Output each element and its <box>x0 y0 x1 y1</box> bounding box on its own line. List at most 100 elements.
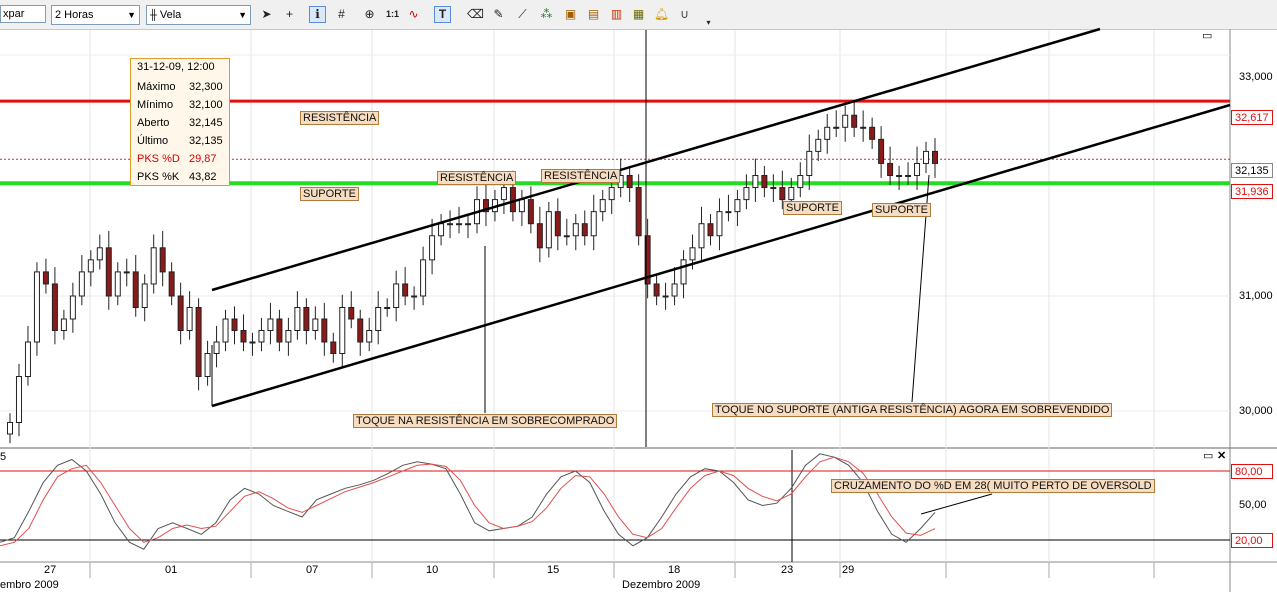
candle-body <box>671 283 678 297</box>
candle-body <box>384 307 391 309</box>
candle-body <box>231 318 238 331</box>
info-key: Máximo <box>137 81 176 93</box>
alert-bell-icon[interactable]: 🔔︎ <box>653 7 670 21</box>
close-icon[interactable]: ✕ <box>1217 450 1227 462</box>
layout-icon[interactable]: ▤ <box>587 7 600 21</box>
stoch-oversold-label: 20,00 <box>1231 533 1273 548</box>
info-date: 31-12-09, 12:00 <box>137 61 215 73</box>
candle-body <box>204 353 211 377</box>
x-tick-label: 15 <box>547 564 560 576</box>
candle-body <box>186 307 193 331</box>
symbol-input[interactable]: xpar <box>0 5 46 23</box>
candle-body <box>123 271 130 274</box>
indicator-icon[interactable]: ∿ <box>408 7 419 21</box>
support-label[interactable]: SUPORTE <box>783 201 842 215</box>
candle-body <box>420 259 427 297</box>
candle-body <box>896 175 903 177</box>
x-tick-label: 18 <box>668 564 681 576</box>
candle-body <box>482 199 489 213</box>
crossover-note[interactable]: CRUZAMENTO DO %D EM 28( MUITO PERTO DE O… <box>831 479 1155 493</box>
candle-body <box>851 114 858 128</box>
x-tick-label: 29 <box>842 564 855 576</box>
maximize-icon[interactable]: ▭ <box>1202 30 1213 42</box>
chart-style-select[interactable]: ╫ Vela ▼ <box>146 5 251 25</box>
data-info-box: 31-12-09, 12:00 Máximo 32,300 Mínimo 32,10… <box>130 58 230 186</box>
candle-body <box>285 330 292 343</box>
channel-upper-line <box>211 27 1101 292</box>
candle-body <box>770 187 777 190</box>
support-label[interactable]: SUPORTE <box>300 187 359 201</box>
template-icon[interactable]: ▣ <box>564 7 577 21</box>
more-icon[interactable]: ▾ <box>706 18 711 27</box>
candle-body <box>500 187 507 201</box>
month-label: embro 2009 <box>0 579 59 591</box>
candle-body <box>141 283 148 309</box>
candle-body <box>545 211 552 249</box>
magnet-icon[interactable]: ∪ <box>680 7 689 21</box>
resistance-touch-note[interactable]: TOQUE NA RESISTÊNCIA EM SOBRECOMPRADO <box>353 414 618 428</box>
candle-body <box>33 271 40 343</box>
eraser-icon[interactable]: ⌫ <box>467 7 484 21</box>
candle-body <box>51 283 58 332</box>
pointer-icon[interactable]: ➤ <box>261 7 272 21</box>
info-key: Último <box>137 135 169 147</box>
candle-body <box>78 271 85 297</box>
info-value: 32,100 <box>189 99 223 111</box>
candle-body <box>168 271 175 297</box>
candle-body <box>105 247 112 297</box>
candle-body <box>869 126 876 140</box>
candle-body <box>554 211 561 237</box>
scale-icon[interactable]: ▦ <box>632 7 645 21</box>
info-icon[interactable]: ℹ <box>309 6 326 23</box>
candle-body <box>824 126 831 140</box>
zoom-icon[interactable]: ⊕ <box>364 7 375 21</box>
stoch-tick-label: 50,00 <box>1239 499 1267 511</box>
candle-body <box>240 330 247 343</box>
draw-icon[interactable]: ✎ <box>493 7 504 21</box>
resistance-label[interactable]: RESISTÊNCIA <box>437 171 517 185</box>
x-tick-label: 01 <box>165 564 178 576</box>
candle-body <box>177 295 184 331</box>
interval-select[interactable]: 2 Horas ▼ <box>51 5 140 25</box>
text-tool-icon[interactable]: T <box>434 6 451 23</box>
zoom-reset-button[interactable]: 1:1 <box>385 9 399 19</box>
candle-body <box>788 187 795 201</box>
candle-body <box>923 150 930 164</box>
compare-icon[interactable]: ▥ <box>610 7 623 21</box>
crosshair-icon[interactable]: + <box>285 7 293 21</box>
candle-body <box>357 318 364 343</box>
candle-body <box>662 295 669 298</box>
candle-body <box>258 330 265 343</box>
info-value: 32,145 <box>189 117 223 129</box>
info-row-high: Máximo 32,300 <box>137 79 227 95</box>
candle-body <box>213 341 220 354</box>
candle-body <box>249 341 256 344</box>
candle-body <box>905 175 912 177</box>
info-value: 32,300 <box>189 81 223 93</box>
candle-body <box>509 187 516 213</box>
resistance-label[interactable]: RESISTÊNCIA <box>541 169 621 183</box>
maximize-icon[interactable]: ▭ <box>1203 450 1214 462</box>
candle-body <box>87 259 94 273</box>
candle-body <box>725 211 732 214</box>
line-tool-icon[interactable]: ⟋ <box>518 7 527 21</box>
support-label[interactable]: SUPORTE <box>872 203 931 217</box>
stoch-k-series <box>0 453 936 550</box>
interval-value: 2 Horas <box>55 9 94 21</box>
candle-body <box>887 162 894 176</box>
candle-style-icon: ╫ <box>150 10 160 21</box>
grid-icon[interactable]: # <box>338 7 345 21</box>
resistance-label[interactable]: RESISTÊNCIA <box>300 111 380 125</box>
channel-lower-line <box>211 103 1231 408</box>
candle-body <box>626 175 633 189</box>
candle-body <box>815 138 822 152</box>
trend-icon[interactable]: ⁂ <box>540 7 553 21</box>
candle-body <box>536 223 543 249</box>
support-touch-note[interactable]: TOQUE NO SUPORTE (ANTIGA RESISTÊNCIA) AG… <box>712 403 1113 417</box>
crossover-pointer-line <box>920 493 993 515</box>
candle-body <box>779 187 786 201</box>
info-value: 29,87 <box>189 153 217 165</box>
stoch-d-series <box>0 456 936 547</box>
candle-body <box>806 150 813 176</box>
chevron-down-icon: ▼ <box>238 10 247 20</box>
